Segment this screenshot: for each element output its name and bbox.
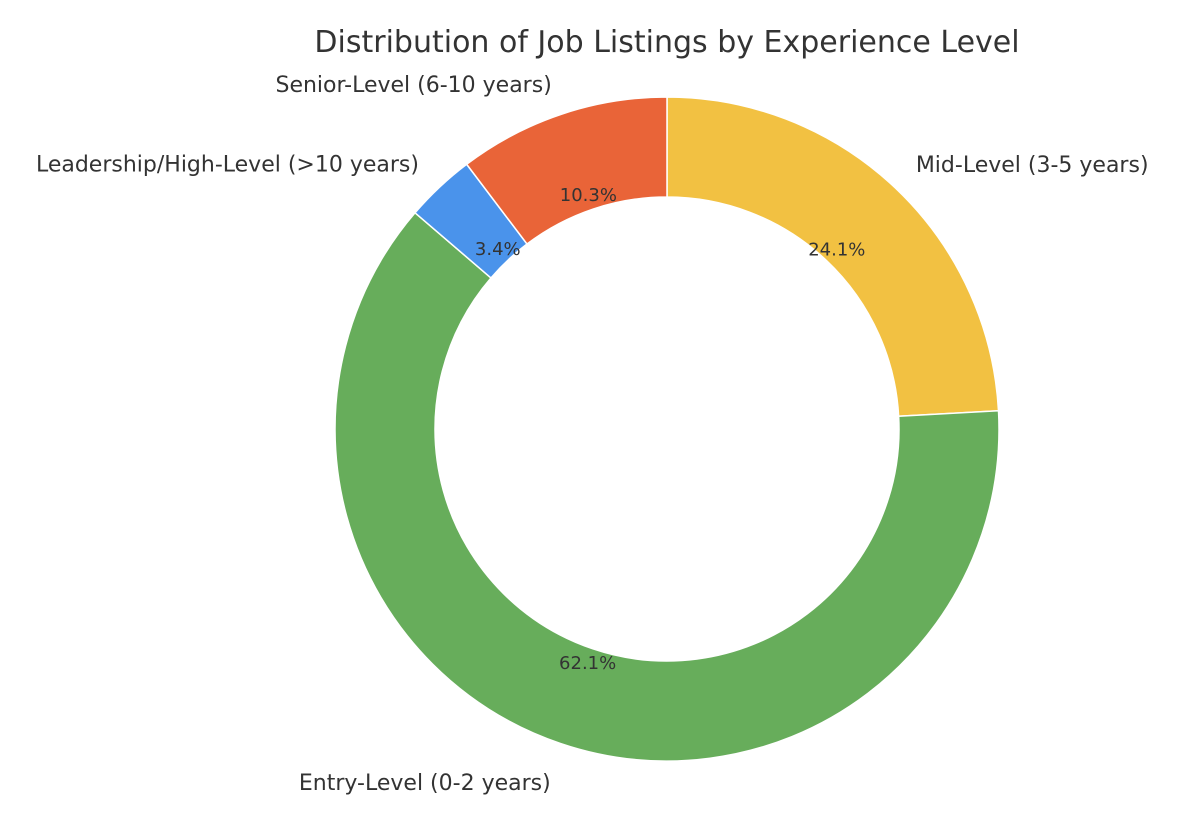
category-label-senior-level-6-10-years: Senior-Level (6-10 years) — [275, 73, 551, 98]
slice-entry-level-0-2-years — [334, 211, 1000, 762]
pct-label-mid-level-3-5-years: 24.1% — [808, 240, 865, 261]
slice-mid-level-3-5-years — [666, 96, 1000, 418]
category-label-mid-level-3-5-years: Mid-Level (3-5 years) — [916, 153, 1149, 178]
pct-label-leadership-high-level-10-years: 3.4% — [475, 239, 521, 260]
labels-layer: 24.1% Mid-Level (3-5 years) 62.1% Entry-Lev… — [36, 73, 1149, 796]
chart-title: Distribution of Job Listings by Experien… — [314, 25, 1019, 60]
slices-layer — [334, 96, 1000, 762]
pct-label-entry-level-0-2-years: 62.1% — [559, 653, 616, 674]
category-label-leadership-high-level-10-years: Leadership/High-Level (>10 years) — [36, 152, 419, 177]
slice-senior-level-6-10-years — [465, 96, 668, 246]
pct-label-senior-level-6-10-years: 10.3% — [560, 185, 617, 206]
category-label-entry-level-0-2-years: Entry-Level (0-2 years) — [299, 771, 551, 796]
